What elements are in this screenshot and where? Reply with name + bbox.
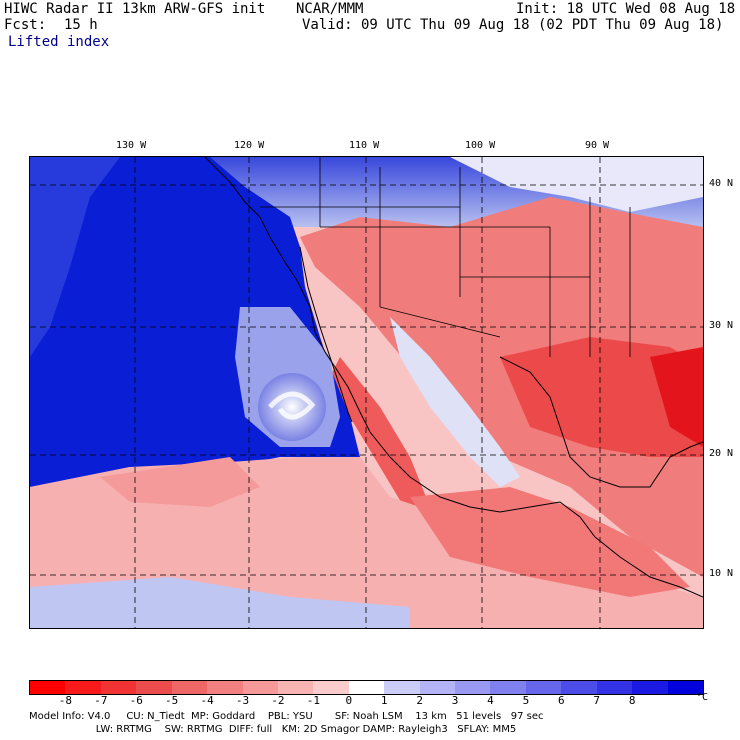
sierra-madre-unstable-strip [330, 357, 430, 517]
pacific-lighter-patch [30, 157, 120, 357]
pacific-coastline [204, 157, 703, 598]
swirl-arm [268, 391, 316, 420]
colorbar-segment [419, 681, 456, 694]
colorbar-segment [242, 681, 278, 694]
colorbar-segment [561, 681, 597, 694]
lat-label-20n: 20 N [709, 448, 734, 459]
valid-time: Valid: 09 UTC Thu 09 Aug 18 (02 PDT Thu … [302, 17, 724, 33]
colorbar-segment [490, 681, 526, 694]
plateau-stable-area [390, 317, 520, 487]
colorbar-segment [171, 681, 208, 694]
political-borders [260, 157, 631, 357]
lat-label-10n: 10 N [709, 568, 734, 579]
colorbar-segment [384, 681, 420, 694]
colorbar-tick-label: -7 [94, 694, 108, 707]
colorbar-segment [596, 681, 633, 694]
model-title: HIWC Radar II 13km ARW-GFS init [4, 1, 266, 17]
colorbar-tick-label: -8 [58, 694, 73, 707]
southern-stable-patch [30, 577, 410, 628]
colorbar-segment [65, 681, 101, 694]
gulf-coastline [499, 356, 703, 488]
colorbar-segment [455, 681, 491, 694]
colorbar-segment [313, 681, 349, 694]
colorbar-tick-label: 3 [451, 694, 459, 707]
colorbar-tick-label: 0 [345, 694, 353, 707]
colorbar-segment [525, 681, 562, 694]
colorbar-tick-label: 6 [558, 694, 565, 707]
model-info-line1: Model Info: V4.0 CU: N_Tiedt MP: Goddard… [29, 711, 544, 722]
itcz-unstable-patch [100, 457, 260, 507]
forecast-label: Fcst: [4, 17, 47, 33]
forecast-hour: 15 h [64, 17, 98, 33]
plains-neutral-area [450, 157, 703, 212]
colorbar-tick-label: 5 [522, 694, 530, 707]
colorbar-tick-label: 1 [380, 694, 388, 707]
lon-label-100w: 100 W [465, 140, 496, 151]
colorbar-segment [207, 681, 243, 694]
org-label: NCAR/MMM [296, 1, 364, 17]
lon-label-90w: 90 W [585, 140, 610, 151]
colorbar-tick-label: -6 [129, 694, 143, 707]
colorbar-segment [348, 681, 385, 694]
colorbar-tick-label: -5 [165, 694, 179, 707]
colorbar-tick-label: 8 [628, 694, 636, 707]
lon-label-110w: 110 W [349, 140, 380, 151]
colorbar-segment [632, 681, 668, 694]
field-name: Lifted index [8, 34, 110, 50]
colorbar-tick-label: -1 [306, 694, 320, 707]
lat-label-30n: 30 N [709, 320, 734, 331]
colorbar-segment [100, 681, 137, 694]
map-canvas [30, 157, 703, 628]
colorbar-unit: °C [696, 692, 709, 703]
colorbar-tick-label: -2 [271, 694, 285, 707]
colorbar-tick-label: 2 [416, 694, 423, 707]
lifted-index-map [29, 156, 704, 629]
colorbar-segment [30, 681, 66, 694]
lifted-index-colorbar [29, 680, 704, 695]
model-info-line2: LW: RRTMG SW: RRTMG DIFF: full KM: 2D Sm… [29, 724, 517, 735]
colorbar-tick-label: 4 [487, 694, 494, 707]
colorbar-tick-label: -3 [235, 694, 250, 707]
colorbar-segment [277, 681, 314, 694]
lon-label-130w: 130 W [116, 140, 147, 151]
baja-peninsula-coast [299, 246, 353, 423]
colorbar-segment [136, 681, 172, 694]
colorbar-tick-label: -4 [200, 694, 214, 707]
cyclonic-swirl [258, 373, 326, 441]
land-unstable-area [300, 197, 703, 577]
lat-label-40n: 40 N [709, 178, 734, 189]
colorbar-tick-label: 7 [593, 694, 601, 707]
east-pacific-unstable-patch [410, 487, 690, 597]
strong-unstable-core [650, 347, 703, 447]
gulf-coast-unstable-area [500, 337, 703, 457]
lon-label-120w: 120 W [234, 140, 265, 151]
init-time: Init: 18 UTC Wed 08 Aug 18 [516, 1, 736, 17]
colorbar-segment [667, 681, 704, 694]
lat-lon-grid [30, 157, 703, 628]
